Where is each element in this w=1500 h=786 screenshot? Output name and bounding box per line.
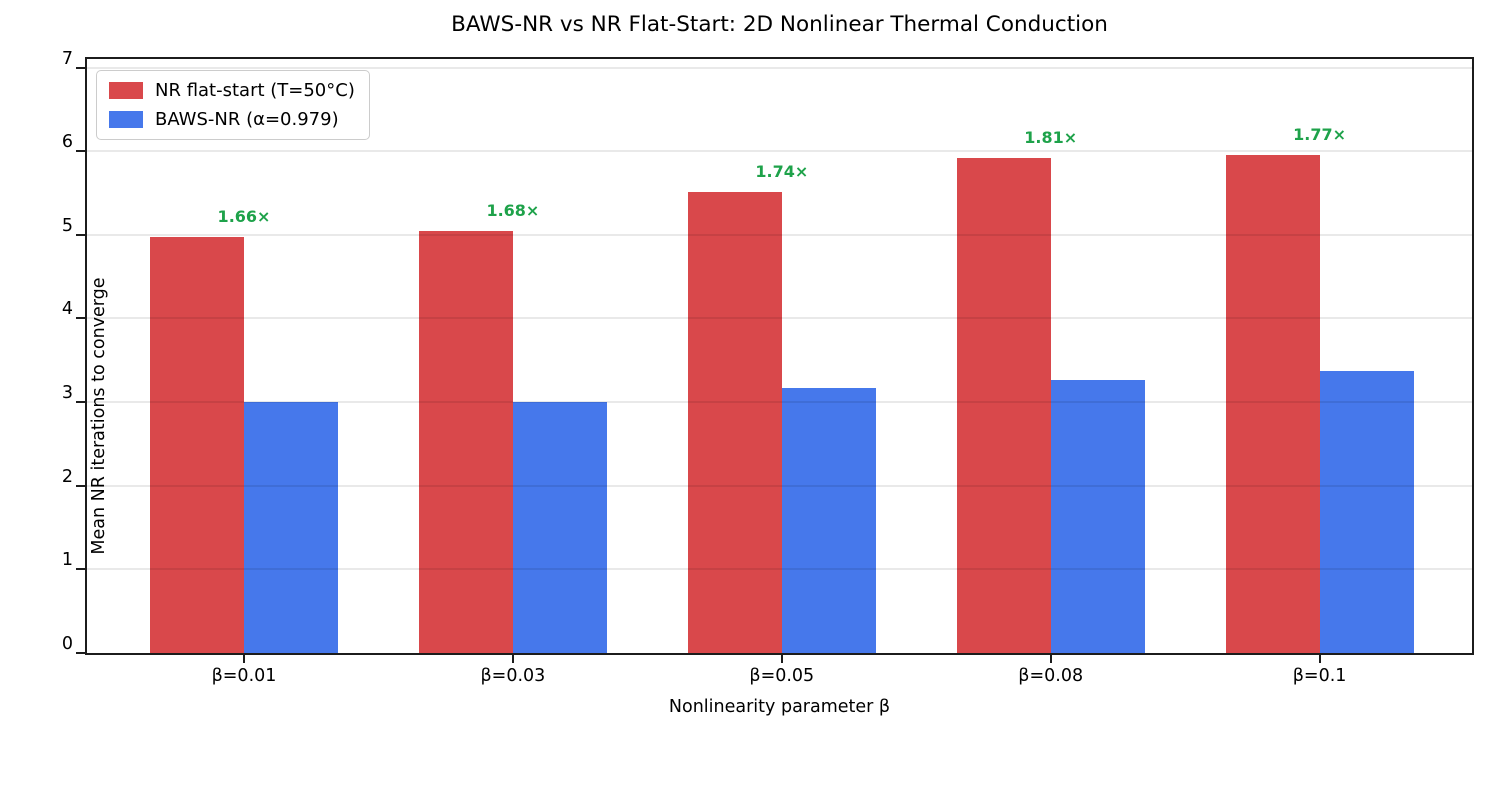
- bar-blue-β=0.01: [244, 402, 338, 653]
- x-axis-label: Nonlinearity parameter β: [668, 697, 891, 717]
- gridline: [87, 401, 1472, 404]
- x-tick-label: β=0.03: [480, 666, 546, 686]
- legend-entry-baws-nr: BAWS-NR (α=0.979): [109, 109, 355, 130]
- x-tick-label: β=0.08: [1018, 666, 1084, 686]
- gridline: [87, 568, 1472, 571]
- x-tick-mark: [243, 655, 245, 663]
- y-tick-label: 4: [61, 299, 73, 320]
- speedup-annotation: 1.74×: [755, 162, 809, 182]
- y-tick-mark: [76, 484, 85, 487]
- gridline: [87, 233, 1472, 236]
- speedup-annotation: 1.68×: [486, 201, 540, 221]
- speedup-annotation: 1.81×: [1024, 127, 1078, 147]
- gridline: [87, 484, 1472, 487]
- y-tick-label: 0: [61, 634, 73, 654]
- y-tick-mark: [76, 568, 85, 571]
- figure: BAWS-NR vs NR Flat-Start: 2D Nonlinear T…: [61, 12, 1474, 717]
- y-axis-label: Mean NR iterations to converge: [89, 277, 109, 555]
- y-tick-mark: [76, 652, 85, 654]
- blue-legend-swatch: [109, 111, 143, 128]
- y-tick-label: 6: [61, 132, 73, 153]
- x-tick-label: β=0.1: [1292, 666, 1347, 686]
- bar-red-β=0.08: [956, 157, 1051, 653]
- red-legend-swatch: [109, 82, 143, 99]
- plot-area: 1.66× 1.68× 1.74× 1.81× 1.77× 0 1 2 3 4 5 6 7 β=0.0…: [62, 49, 1474, 686]
- x-tick-mark: [780, 655, 783, 663]
- y-tick-mark: [76, 233, 85, 236]
- y-tick-mark: [76, 401, 85, 404]
- bar-red-β=0.05: [687, 192, 782, 653]
- y-tick-mark: [76, 150, 85, 153]
- legend: NR flat-start (T=50°C) BAWS-NR (α=0.979): [96, 70, 370, 140]
- bar-red-β=0.1: [1225, 154, 1320, 653]
- x-tick-mark: [1318, 655, 1321, 663]
- gridline: [87, 66, 1472, 69]
- gridline: [87, 317, 1472, 320]
- speedup-annotation: 1.66×: [217, 206, 271, 226]
- bar-blue-β=0.1: [1319, 371, 1414, 653]
- y-tick-mark: [76, 317, 85, 320]
- legend-label: BAWS-NR (α=0.979): [155, 109, 339, 130]
- bar-red-β=0.01: [150, 236, 244, 653]
- legend-label: NR flat-start (T=50°C): [155, 80, 355, 101]
- y-tick-label: 1: [61, 550, 73, 571]
- x-tick-mark: [1049, 655, 1052, 663]
- gridline: [87, 150, 1472, 153]
- x-tick-label: β=0.01: [211, 666, 277, 686]
- bar-blue-β=0.08: [1050, 379, 1145, 653]
- bar-blue-β=0.05: [781, 387, 876, 653]
- y-tick-label: 5: [61, 215, 73, 236]
- bar-blue-β=0.03: [512, 402, 607, 653]
- x-tick-label: β=0.05: [749, 666, 815, 686]
- x-tick-mark: [511, 655, 514, 663]
- y-tick-mark: [76, 66, 85, 69]
- y-tick-label: 7: [61, 48, 73, 69]
- legend-entry-nr-flat-start: NR flat-start (T=50°C): [109, 80, 355, 101]
- chart-title: BAWS-NR vs NR Flat-Start: 2D Nonlinear T…: [451, 12, 1108, 37]
- speedup-annotation: 1.77×: [1293, 124, 1347, 144]
- bar-red-β=0.03: [418, 231, 513, 653]
- y-tick-label: 2: [61, 466, 73, 487]
- y-tick-label: 3: [61, 383, 73, 404]
